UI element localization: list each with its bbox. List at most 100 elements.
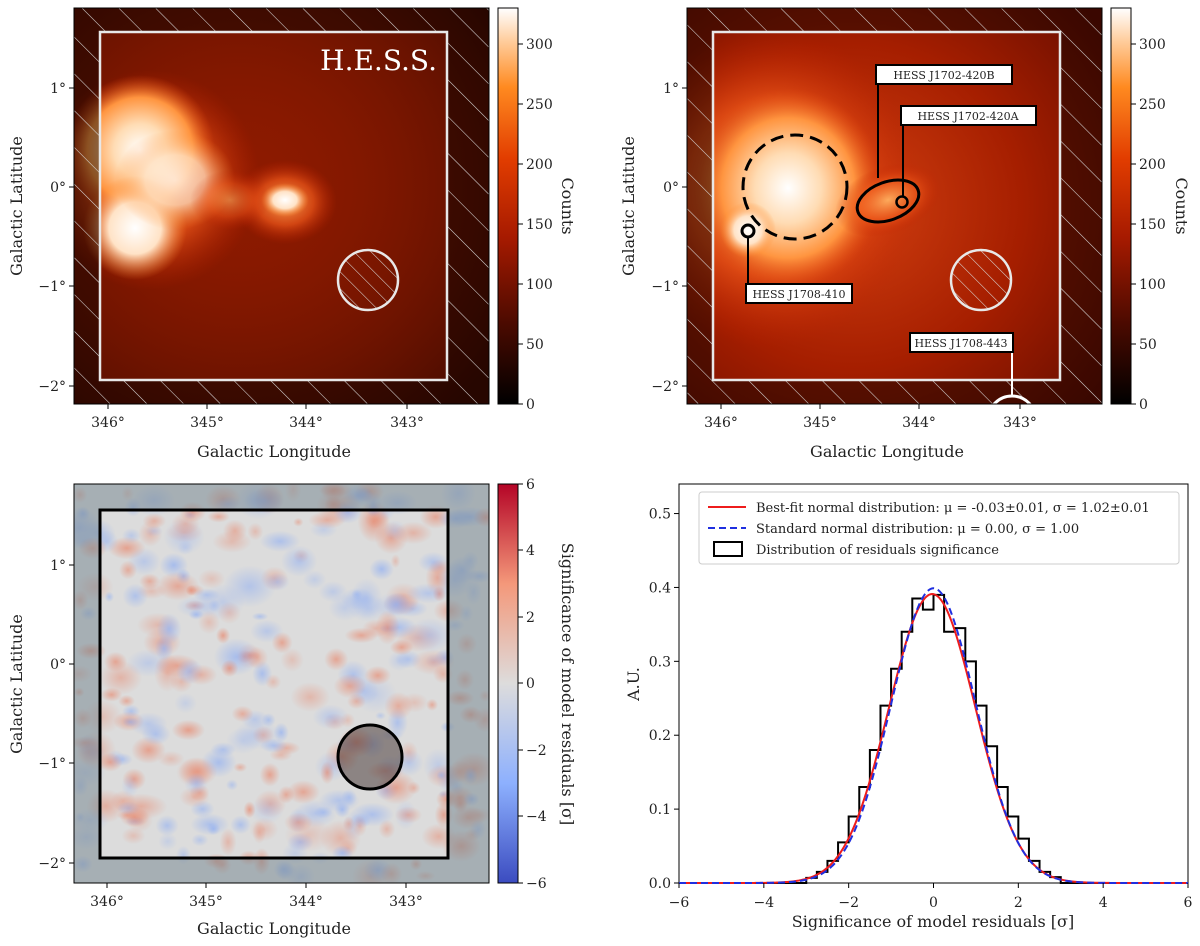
colorbar-tick-label: 250 bbox=[1139, 97, 1166, 113]
residual-blob bbox=[220, 659, 239, 678]
x-tick-label: 346° bbox=[91, 415, 125, 431]
colorbar-tick-label: 300 bbox=[1139, 37, 1166, 53]
y-tick-label: −1° bbox=[651, 279, 679, 295]
residual-blob bbox=[231, 705, 254, 723]
model-map-panel: HESS J1702-420B HESS J1702-420A HESS J17… bbox=[619, 7, 1191, 461]
residual-blob bbox=[174, 693, 197, 714]
residual-blob bbox=[333, 673, 367, 699]
y-axis-ticks: 1° 0° −1° −2° bbox=[651, 81, 687, 395]
residual-blob bbox=[261, 713, 276, 727]
residual-blob bbox=[277, 785, 295, 804]
colorbar-tick-label: 100 bbox=[526, 277, 553, 293]
y-tick-label: 1° bbox=[50, 81, 66, 97]
residual-blob bbox=[155, 815, 179, 837]
residual-blob bbox=[126, 807, 154, 833]
residual-blob bbox=[273, 722, 289, 743]
residual-blob bbox=[364, 510, 390, 529]
x-axis-label: Galactic Longitude bbox=[810, 442, 964, 461]
colorbar-tick-label: 4 bbox=[526, 543, 535, 559]
colorbar-tick-label: 50 bbox=[1139, 337, 1157, 353]
y-tick-label: 0.0 bbox=[649, 876, 671, 892]
residual-blob bbox=[387, 650, 412, 672]
extended-source-contour bbox=[741, 133, 849, 241]
counts-map-image bbox=[74, 8, 489, 404]
model-map-image bbox=[687, 8, 1102, 404]
x-tick-label: 346° bbox=[90, 894, 124, 910]
svg-text:HESS J1708-410: HESS J1708-410 bbox=[752, 288, 845, 301]
residual-blob bbox=[97, 752, 123, 772]
histogram-ticks: −6 −4 −2 0 2 4 6 0.0 0.1 0.2 0.3 0.4 0.5 bbox=[649, 507, 1193, 911]
residual-blob bbox=[406, 583, 451, 604]
residual-blob bbox=[318, 581, 348, 603]
residual-blob bbox=[118, 694, 135, 708]
source-label-J1702-420A: HESS J1702-420A bbox=[900, 105, 1037, 126]
colorbar-tick-label: 0 bbox=[1139, 397, 1148, 413]
x-tick-label: 344° bbox=[902, 415, 936, 431]
residual-blob bbox=[121, 774, 139, 798]
residual-blob bbox=[208, 598, 221, 612]
residual-blob bbox=[280, 647, 304, 672]
residual-blob bbox=[114, 793, 168, 820]
colorbar-label: Counts bbox=[558, 177, 577, 234]
legend-label-bestfit: Best-fit normal distribution: μ = -0.03±… bbox=[756, 501, 1150, 516]
x-tick-label: 345° bbox=[190, 415, 224, 431]
x-tick-label: 343° bbox=[1003, 415, 1037, 431]
legend-patch-histogram bbox=[713, 541, 743, 557]
residual-blob bbox=[313, 806, 333, 819]
residual-map-panel: 346° 345° 344° 343° 1° 0° −1° −2° Galact… bbox=[7, 477, 577, 938]
legend-label-histogram: Distribution of residuals significance bbox=[756, 543, 999, 558]
y-tick-label: 0.2 bbox=[649, 728, 671, 744]
x-tick-label: 346° bbox=[704, 415, 738, 431]
x-tick-label: 345° bbox=[803, 415, 837, 431]
colorbar-tick-label: 250 bbox=[526, 97, 553, 113]
counts-map-panel: H.E.S.S. 346° 345° 344° 343° 1° 0° −1° −… bbox=[7, 7, 577, 461]
residual-blob bbox=[284, 812, 313, 833]
colorbar-tick-label: 150 bbox=[1139, 217, 1166, 233]
residual-blob bbox=[407, 617, 453, 653]
residual-blob bbox=[198, 568, 226, 589]
residual-blob bbox=[411, 649, 456, 676]
residual-blob bbox=[155, 571, 200, 601]
svg-text:HESS J1708-443: HESS J1708-443 bbox=[914, 337, 1007, 350]
residual-blob bbox=[318, 789, 360, 812]
excluded-region bbox=[336, 723, 404, 791]
residual-blob bbox=[286, 780, 320, 804]
x-tick-label: 0 bbox=[929, 895, 938, 911]
residual-blob bbox=[184, 772, 209, 795]
residual-blob bbox=[217, 601, 242, 625]
residual-blob bbox=[394, 806, 423, 824]
residual-blob bbox=[225, 727, 261, 755]
residual-blob bbox=[206, 822, 221, 836]
hess-watermark: H.E.S.S. bbox=[320, 44, 437, 77]
residual-blob bbox=[165, 522, 203, 543]
residual-blob bbox=[369, 558, 395, 581]
residual-blob bbox=[225, 779, 239, 791]
residual-blob bbox=[281, 545, 318, 577]
residual-blob bbox=[122, 716, 139, 728]
residual-blob bbox=[375, 711, 386, 720]
y-tick-label: 0.5 bbox=[649, 507, 671, 523]
residual-blob bbox=[191, 833, 209, 847]
residual-blob bbox=[185, 664, 218, 686]
residual-blob bbox=[104, 591, 115, 603]
y-axis-label: Galactic Latitude bbox=[7, 136, 26, 276]
residual-blob bbox=[259, 762, 281, 787]
residual-blob bbox=[309, 521, 338, 538]
svg-text:HESS J1702-420A: HESS J1702-420A bbox=[917, 110, 1019, 123]
x-tick-label: 4 bbox=[1099, 895, 1108, 911]
residual-map-image bbox=[74, 484, 489, 883]
y-tick-label: −2° bbox=[38, 856, 66, 872]
residual-blob bbox=[171, 719, 205, 741]
residual-blob bbox=[350, 577, 383, 619]
svg-text:HESS J1702-420B: HESS J1702-420B bbox=[893, 69, 994, 82]
residual-blob bbox=[247, 522, 264, 541]
residual-blob bbox=[378, 819, 396, 839]
colorbar-tick-label: −2 bbox=[526, 743, 547, 759]
colorbar-tick-label: 6 bbox=[526, 477, 535, 493]
residual-blob bbox=[246, 646, 269, 670]
residual-blob bbox=[129, 712, 168, 737]
residual-blob bbox=[324, 647, 349, 671]
residual-blob bbox=[426, 698, 439, 711]
y-tick-label: −1° bbox=[38, 279, 66, 295]
